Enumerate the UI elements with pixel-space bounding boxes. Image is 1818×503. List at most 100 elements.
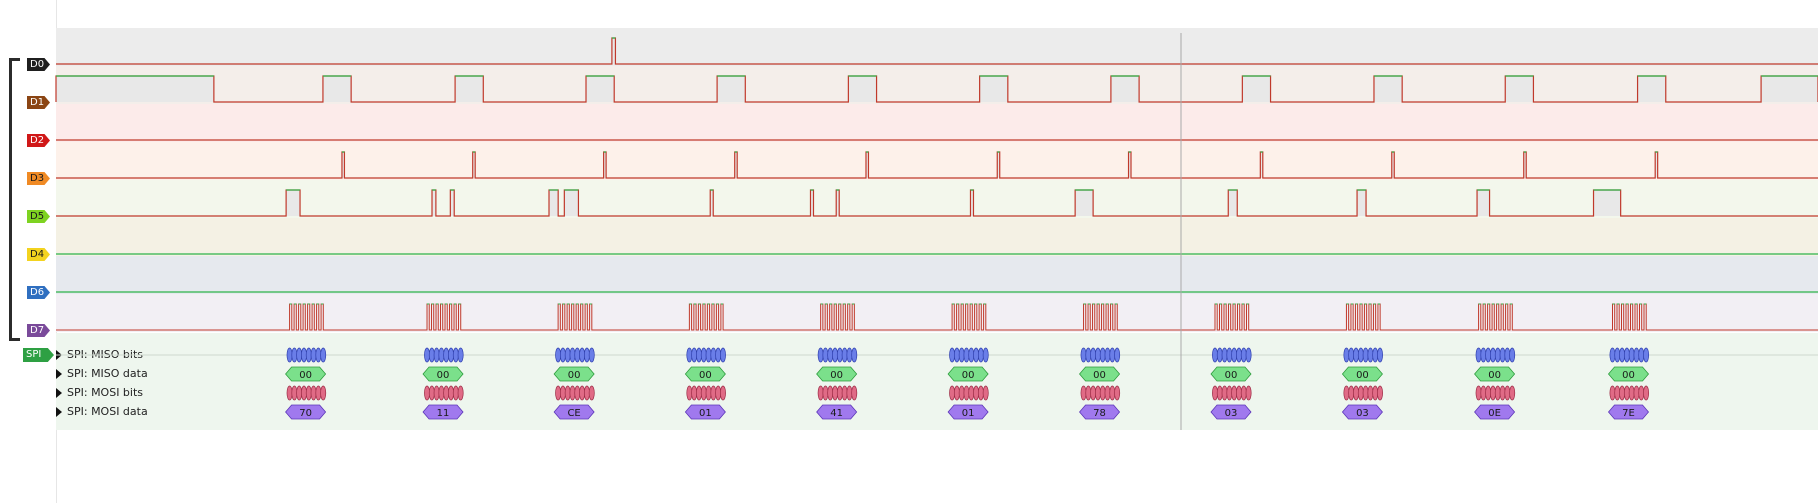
- pulse-fill: [611, 38, 616, 64]
- mosi-bit: [1480, 385, 1487, 401]
- mosi-data-6[interactable]: 78: [1079, 404, 1121, 420]
- expand-triangle-icon[interactable]: [56, 407, 62, 417]
- spi-analyzer-tag[interactable]: SPI: [23, 348, 54, 362]
- mosi-bit: [438, 385, 445, 401]
- data-hexagon: [1079, 404, 1121, 420]
- mosi-bit: [1638, 385, 1645, 401]
- miso-data-3[interactable]: 00: [684, 366, 726, 382]
- mosi-bit: [1485, 385, 1492, 401]
- miso-bit: [555, 347, 562, 363]
- mosi-bit: [1221, 385, 1228, 401]
- miso-data-2[interactable]: 00: [553, 366, 595, 382]
- mosi-bit: [555, 385, 562, 401]
- pulse-fill: [1477, 190, 1490, 216]
- mosi-data-10[interactable]: 7E: [1607, 404, 1650, 420]
- miso-bit: [1343, 347, 1350, 363]
- miso-bit: [982, 347, 989, 363]
- spi-row-3[interactable]: SPI: MOSI bits: [56, 384, 143, 402]
- mosi-bit: [710, 385, 717, 401]
- pulse-fill: [1110, 76, 1140, 102]
- mosi-bit: [1628, 385, 1635, 401]
- miso-data-7[interactable]: 00: [1210, 366, 1252, 382]
- mosi-data-0[interactable]: 70: [285, 404, 327, 420]
- pulse-fill: [341, 152, 345, 178]
- miso-bit: [1643, 347, 1650, 363]
- channel-tag-d1[interactable]: D1: [27, 96, 50, 109]
- miso-bit: [1348, 347, 1355, 363]
- data-value: 01: [699, 408, 712, 419]
- data-hexagon: [947, 366, 989, 382]
- miso-bit: [424, 347, 430, 363]
- channel-band-d5: [56, 180, 1818, 218]
- mosi-bit: [1372, 385, 1379, 401]
- miso-bit: [1231, 347, 1238, 363]
- miso-data-5[interactable]: 00: [947, 366, 989, 382]
- channel-tag-d7[interactable]: D7: [27, 324, 50, 337]
- pulse-fill: [450, 190, 455, 216]
- channel-tag-d3[interactable]: D3: [27, 172, 50, 185]
- mosi-bit: [305, 385, 312, 401]
- channel-tag-d5[interactable]: D5: [27, 210, 50, 223]
- mosi-data-1[interactable]: 11: [422, 404, 464, 420]
- miso-bit: [691, 347, 698, 363]
- channel-tag-d2[interactable]: D2: [27, 134, 50, 147]
- mosi-data-9[interactable]: 0E: [1474, 404, 1516, 420]
- data-hexagon: [285, 366, 327, 382]
- mosi-bit: [1216, 385, 1223, 401]
- mosi-data-7[interactable]: 03: [1210, 404, 1252, 420]
- mosi-data-4[interactable]: 41: [816, 404, 858, 420]
- mosi-bit: [846, 385, 853, 401]
- spi-row-2[interactable]: SPI: MISO data: [56, 365, 148, 383]
- mosi-bit: [1509, 385, 1516, 401]
- miso-bit: [1221, 347, 1228, 363]
- mosi-data-2[interactable]: CE: [553, 404, 595, 420]
- channel-tag-d4[interactable]: D4: [27, 248, 50, 261]
- mosi-bit: [301, 385, 307, 401]
- channel-tag-d6[interactable]: D6: [27, 286, 50, 299]
- channel-tag-d0[interactable]: D0: [27, 58, 50, 71]
- mosi-bit: [569, 385, 576, 401]
- miso-data-0[interactable]: 00: [285, 366, 327, 382]
- mosi-bit: [1090, 385, 1097, 401]
- miso-bit: [1226, 347, 1233, 363]
- miso-bit: [305, 347, 312, 363]
- mosi-bit: [1633, 385, 1640, 401]
- mosi-bit: [452, 385, 459, 401]
- mosi-bit: [433, 385, 440, 401]
- miso-data-1[interactable]: 00: [422, 366, 464, 382]
- expand-triangle-icon[interactable]: [56, 388, 62, 398]
- channel-band-d7: [56, 294, 1818, 332]
- data-value: 03: [1225, 408, 1238, 419]
- mosi-bit: [1231, 385, 1238, 401]
- miso-data-6[interactable]: 00: [1079, 366, 1121, 382]
- spi-row-label: SPI: MISO data: [67, 367, 148, 380]
- spi-row-4[interactable]: SPI: MOSI data: [56, 403, 148, 421]
- pulse-fill: [979, 76, 1008, 102]
- mosi-data-8[interactable]: 03: [1341, 404, 1383, 420]
- mosi-data-5[interactable]: 01: [947, 404, 989, 420]
- pulse-fill: [1260, 152, 1263, 178]
- miso-bit: [705, 347, 712, 363]
- data-hexagon: [285, 404, 327, 420]
- expand-triangle-icon[interactable]: [56, 369, 62, 379]
- miso-data-9[interactable]: 00: [1474, 366, 1516, 382]
- data-value: 00: [1093, 370, 1106, 381]
- data-value: 00: [830, 370, 843, 381]
- data-hexagon: [684, 366, 726, 382]
- data-hexagon: [1210, 366, 1252, 382]
- miso-bit: [1509, 347, 1516, 363]
- miso-data-10[interactable]: 00: [1607, 366, 1650, 382]
- miso-bit: [686, 347, 693, 363]
- mosi-data-3[interactable]: 01: [684, 404, 726, 420]
- miso-data-8[interactable]: 00: [1341, 366, 1383, 382]
- miso-data-4[interactable]: 00: [816, 366, 858, 382]
- miso-bit: [1114, 347, 1121, 363]
- mosi-bit: [1362, 385, 1369, 401]
- mosi-bit: [443, 385, 450, 401]
- mosi-bit: [1357, 385, 1364, 401]
- data-hexagon: [684, 404, 726, 420]
- miso-bit: [953, 347, 960, 363]
- miso-bit: [1614, 347, 1621, 363]
- pulse-fill: [1655, 152, 1658, 178]
